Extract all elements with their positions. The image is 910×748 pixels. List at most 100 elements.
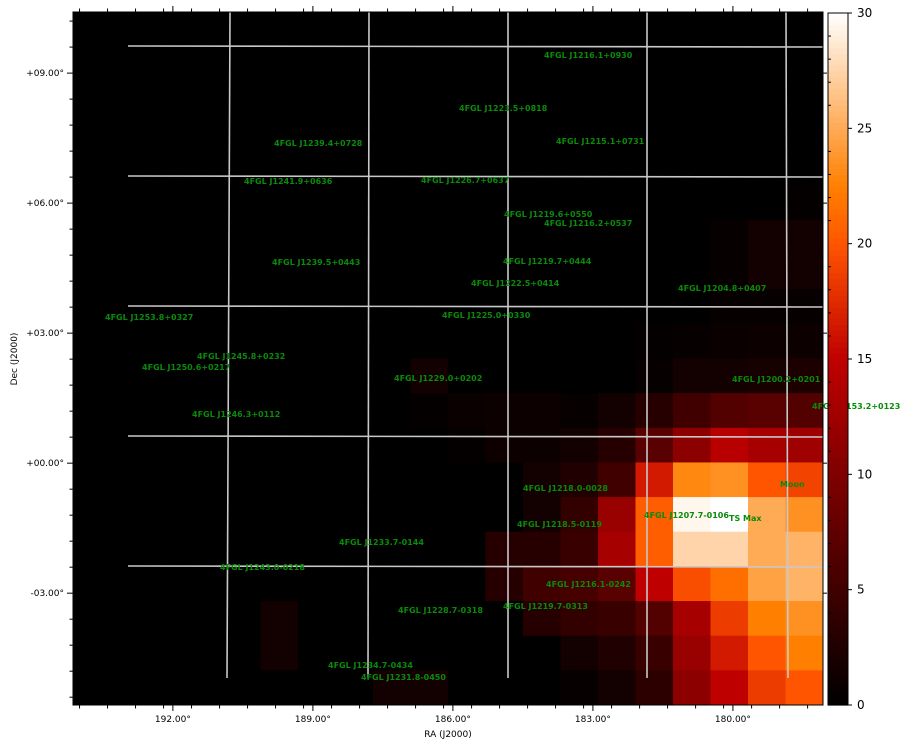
colorbar-segment [828, 370, 848, 377]
colorbar-segment [828, 243, 848, 251]
heatmap-cell [710, 46, 749, 82]
colorbar-segment [828, 503, 848, 510]
colorbar-segment [828, 186, 848, 193]
colorbar-segment [828, 82, 848, 89]
heatmap-cell [148, 185, 186, 221]
heatmap-cell [298, 81, 336, 117]
heatmap-cell [73, 462, 111, 498]
heatmap-cell [485, 358, 524, 394]
colorbar-segment [828, 203, 848, 210]
heatmap-cell [748, 601, 786, 637]
heatmap-cell [598, 497, 636, 533]
heatmap-cell [148, 462, 186, 498]
heatmap-cell [335, 497, 374, 533]
source-label: 4FGL J1243.0-0218 [220, 563, 305, 572]
colorbar-segment [828, 410, 848, 418]
heatmap-cell [110, 635, 149, 671]
source-label: 4FGL J1246.3+0112 [192, 410, 280, 419]
heatmap-cell [298, 358, 336, 394]
heatmap-cell [673, 81, 711, 117]
heatmap-cell [635, 601, 674, 637]
heatmap-cell [410, 219, 449, 255]
heatmap-cell [710, 358, 749, 394]
heatmap-cell [373, 497, 411, 533]
source-label: 4FGL J1223.5+0818 [459, 104, 548, 113]
heatmap-cell [598, 323, 636, 359]
heatmap-cell [710, 635, 749, 671]
heatmap-cell [785, 497, 824, 533]
heatmap-cell [673, 115, 711, 151]
heatmap-cell [485, 462, 524, 498]
heatmap-cell [148, 219, 186, 255]
heatmap-cell [110, 323, 149, 359]
heatmap-cell [485, 46, 524, 82]
heatmap-cell [598, 219, 636, 255]
heatmap-cell [485, 12, 524, 48]
heatmap-cell [710, 427, 749, 463]
heatmap-cell [673, 46, 711, 82]
heatmap-cell [673, 219, 711, 255]
colorbar-segment [828, 272, 848, 279]
heatmap-cell [785, 185, 824, 221]
source-label: 4FGL J1216.1-0242 [546, 580, 631, 589]
heatmap-cell [335, 635, 374, 671]
colorbar-segment [828, 520, 848, 527]
heatmap-cell [373, 185, 411, 221]
heatmap-cell [560, 497, 599, 533]
heatmap-cell [673, 670, 711, 706]
colorbar-segment [828, 543, 848, 550]
colorbar-segment [828, 699, 848, 706]
colorbar-segment [828, 347, 848, 354]
heatmap-cell [598, 254, 636, 290]
source-label: 4FGL J1239.5+0443 [272, 258, 360, 267]
heatmap-cell [110, 219, 149, 255]
heatmap-cell [523, 185, 561, 221]
heatmap-cell [710, 566, 749, 602]
heatmap-cell [410, 393, 449, 429]
colorbar-segment [828, 139, 848, 147]
heatmap-cell [785, 358, 824, 394]
colorbar-segment [828, 266, 848, 274]
heatmap-cell [298, 185, 336, 221]
heatmap-cell [410, 185, 449, 221]
heatmap-cell [148, 427, 186, 463]
colorbar-tick-label: 20 [857, 237, 872, 251]
colorbar-segment [828, 278, 848, 285]
source-label: 4FGL J1239.4+0728 [274, 139, 363, 148]
heatmap-cell [260, 358, 299, 394]
heatmap-cell [673, 323, 711, 359]
colorbar-segment [828, 439, 848, 447]
colorbar-segment [828, 612, 848, 620]
heatmap-cell [148, 566, 186, 602]
heatmap-cell [185, 219, 224, 255]
heatmap-cell [710, 393, 749, 429]
colorbar-segment [828, 93, 848, 101]
heatmap-cell [635, 635, 674, 671]
heatmap-cell [598, 601, 636, 637]
heatmap-cell [298, 254, 336, 290]
colorbar-segment [828, 566, 848, 573]
heatmap-cell [260, 635, 299, 671]
heatmap-cell [485, 115, 524, 151]
heatmap-cell [710, 601, 749, 637]
heatmap-cell [185, 635, 224, 671]
ra-grid-line [785, 11, 789, 679]
heatmap-cell [635, 323, 674, 359]
heatmap-cell [410, 115, 449, 151]
heatmap-cell [485, 497, 524, 533]
heatmap-cell [73, 497, 111, 533]
heatmap-cell [485, 393, 524, 429]
colorbar-segment [828, 664, 848, 671]
colorbar-segment [828, 555, 848, 562]
heatmap-cell [260, 393, 299, 429]
heatmap-cell [73, 81, 111, 117]
colorbar-tick-label: 15 [857, 352, 872, 366]
heatmap-cell [298, 393, 336, 429]
colorbar-segment [828, 618, 848, 625]
heatmap-cell [73, 254, 111, 290]
heatmap-cell [673, 185, 711, 221]
colorbar-segment [828, 197, 848, 204]
heatmap-cell [785, 531, 824, 567]
colorbar-segment [828, 474, 848, 481]
heatmap-cell [523, 46, 561, 82]
